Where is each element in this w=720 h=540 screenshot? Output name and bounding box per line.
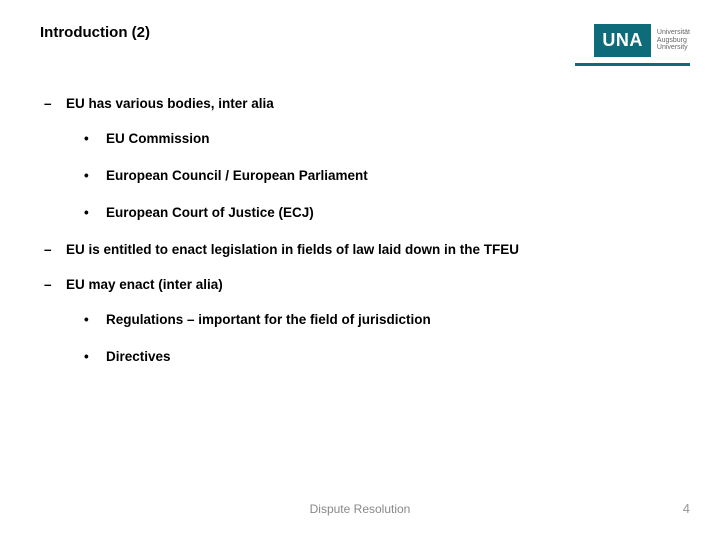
bullet-icon: • [84, 312, 106, 327]
dash-icon: – [40, 242, 66, 257]
logo-text-line: Universität [657, 29, 690, 37]
footer-text: Dispute Resolution [310, 502, 411, 516]
bullet-level2: • Regulations – important for the field … [84, 312, 680, 327]
bullet-text: European Court of Justice (ECJ) [106, 205, 314, 220]
logo-mark: UNA [594, 24, 651, 57]
slide-footer: Dispute Resolution [0, 502, 720, 516]
logo-text: Universität Augsburg University [657, 29, 690, 52]
bullet-icon: • [84, 131, 106, 146]
bullet-level2: • European Court of Justice (ECJ) [84, 205, 680, 220]
bullet-level1: – EU has various bodies, inter alia [40, 96, 680, 111]
slide-title: Introduction (2) [40, 24, 150, 41]
dash-icon: – [40, 277, 66, 292]
bullet-level1: – EU is entitled to enact legislation in… [40, 242, 680, 257]
slide-content: – EU has various bodies, inter alia • EU… [0, 66, 720, 364]
logo-underline [575, 63, 690, 66]
logo-block: UNA Universität Augsburg University [575, 24, 690, 66]
dash-icon: – [40, 96, 66, 111]
bullet-level1: – EU may enact (inter alia) [40, 277, 680, 292]
logo-text-line: Augsburg [657, 37, 690, 45]
bullet-text: EU Commission [106, 131, 210, 146]
bullet-level2: • EU Commission [84, 131, 680, 146]
bullet-text: Directives [106, 349, 171, 364]
bullet-text: EU is entitled to enact legislation in f… [66, 242, 519, 257]
bullet-level2: • Directives [84, 349, 680, 364]
logo-text-line: University [657, 44, 690, 52]
bullet-icon: • [84, 168, 106, 183]
bullet-level2: • European Council / European Parliament [84, 168, 680, 183]
bullet-icon: • [84, 349, 106, 364]
page-number: 4 [683, 501, 690, 516]
bullet-text: EU has various bodies, inter alia [66, 96, 274, 111]
bullet-text: EU may enact (inter alia) [66, 277, 223, 292]
bullet-text: Regulations – important for the field of… [106, 312, 431, 327]
university-logo: UNA Universität Augsburg University [594, 24, 690, 57]
bullet-icon: • [84, 205, 106, 220]
slide-header: Introduction (2) UNA Universität Augsbur… [0, 0, 720, 66]
bullet-text: European Council / European Parliament [106, 168, 368, 183]
